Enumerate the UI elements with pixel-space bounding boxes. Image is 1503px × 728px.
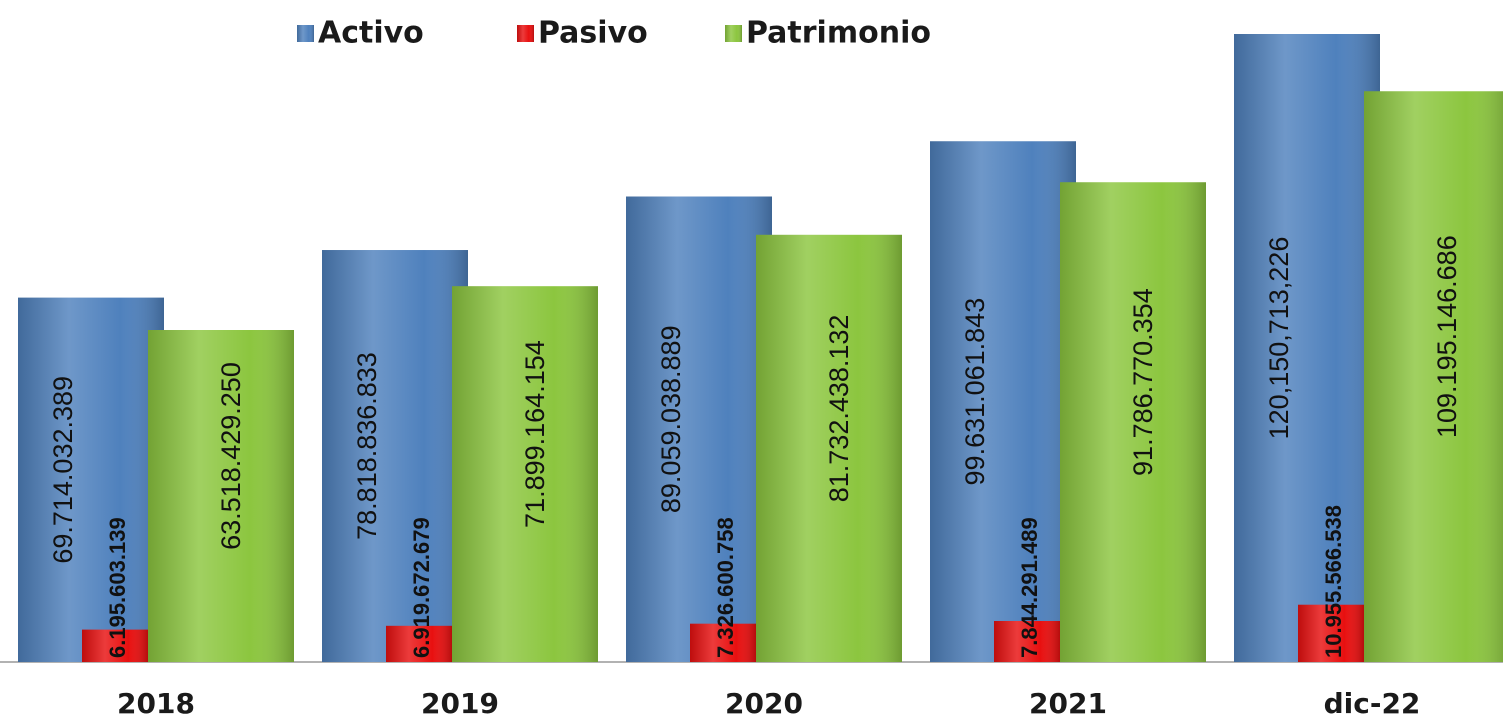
bar-shine: [82, 629, 148, 662]
value-label: 71.899.164.154: [520, 340, 550, 528]
x-tick-label: 2020: [725, 687, 803, 720]
bar-shine: [994, 620, 1060, 662]
bar-shine: [322, 250, 468, 662]
x-tick-label: 2021: [1029, 687, 1107, 720]
x-tick-label: 2019: [421, 687, 499, 720]
legend-swatch-shine: [725, 25, 742, 42]
bar-shine: [452, 286, 598, 662]
value-label: 99.631.061.843: [960, 298, 990, 486]
value-label: 69.714.032.389: [48, 376, 78, 564]
bar-shine: [386, 625, 452, 662]
bar-shine: [18, 297, 164, 662]
bar-shine: [626, 196, 772, 663]
legend-label: Patrimonio: [746, 16, 931, 51]
value-label: 6.919.672.679: [409, 517, 434, 658]
bar-shine: [930, 141, 1076, 663]
legend-swatch-shine: [517, 25, 534, 42]
legend-label: Activo: [318, 16, 424, 51]
value-label: 89.059.038.889: [656, 325, 686, 513]
value-label: 91.786.770.354: [1128, 288, 1158, 476]
bar-shine: [1060, 182, 1206, 662]
value-label: 109.195.146.686: [1432, 235, 1462, 438]
value-label: 7.844.291.489: [1017, 517, 1042, 658]
bar-shine: [1364, 91, 1503, 663]
value-label: 7.326.600.758: [713, 517, 738, 658]
value-label: 120,150,713,226: [1264, 237, 1294, 440]
value-label: 10.955.566.538: [1321, 505, 1346, 658]
value-label: 78.818.836.833: [352, 352, 382, 540]
legend-swatch-shine: [297, 25, 314, 42]
bar-shine: [1234, 34, 1380, 662]
bar-shine: [756, 234, 902, 662]
x-tick-label: dic-22: [1324, 687, 1421, 720]
value-label: 63.518.429.250: [216, 362, 246, 550]
value-label: 81.732.438.132: [824, 315, 854, 503]
legend-label: Pasivo: [538, 16, 648, 51]
bar-shine: [148, 330, 294, 662]
value-label: 6.195.603.139: [105, 517, 130, 658]
bar-shine: [690, 623, 756, 662]
bar-shine: [1298, 604, 1364, 662]
x-tick-label: 2018: [117, 687, 195, 720]
